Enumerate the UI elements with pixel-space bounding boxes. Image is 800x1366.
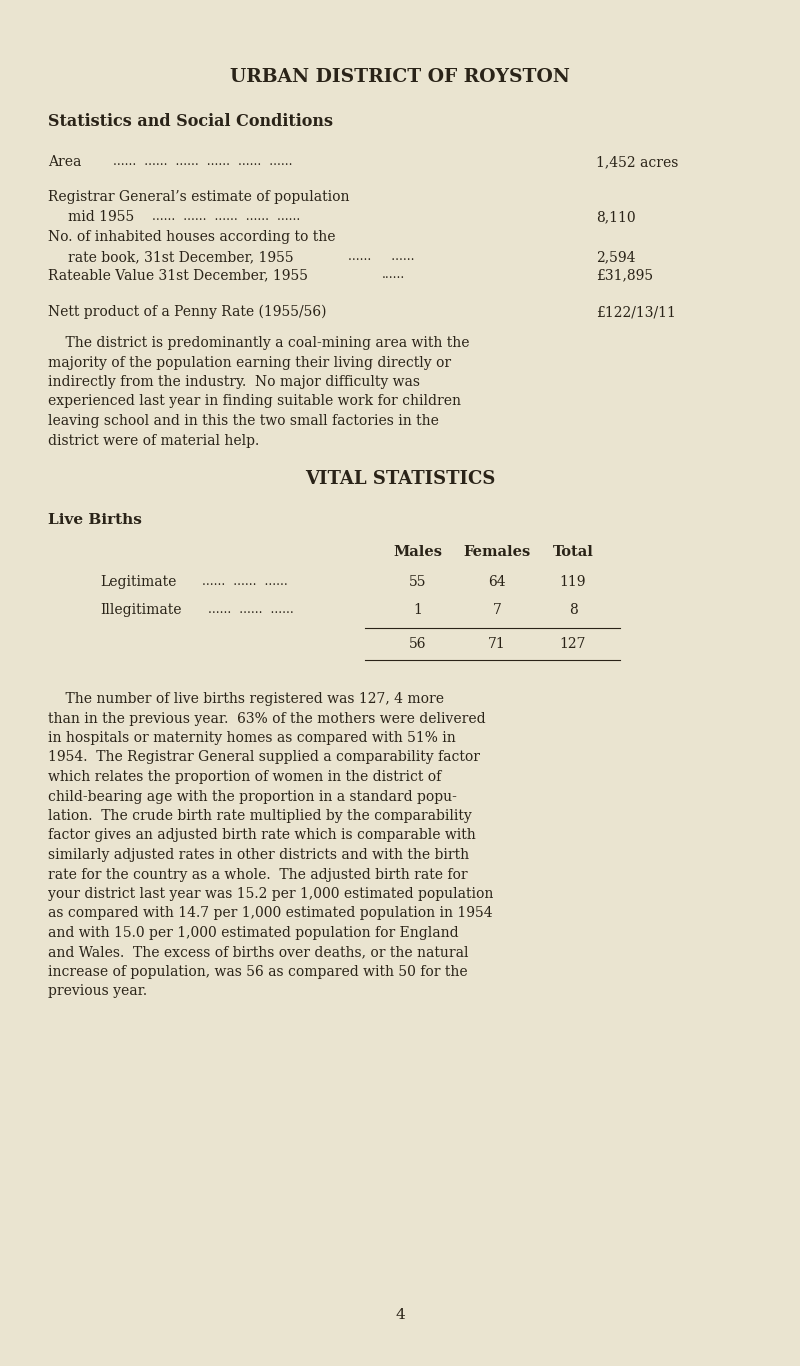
Text: Live Births: Live Births	[48, 514, 142, 527]
Text: ......     ......: ...... ......	[348, 250, 414, 264]
Text: previous year.: previous year.	[48, 985, 147, 999]
Text: ......  ......  ......: ...... ...... ......	[202, 575, 288, 587]
Text: 8,110: 8,110	[596, 210, 636, 224]
Text: Total: Total	[553, 545, 594, 559]
Text: Rateable Value 31st December, 1955: Rateable Value 31st December, 1955	[48, 268, 308, 281]
Text: Area: Area	[48, 154, 82, 169]
Text: 1,452 acres: 1,452 acres	[596, 154, 678, 169]
Text: VITAL STATISTICS: VITAL STATISTICS	[305, 470, 495, 488]
Text: 127: 127	[560, 637, 586, 652]
Text: ......: ......	[382, 268, 406, 281]
Text: 119: 119	[560, 575, 586, 589]
Text: Nett product of a Penny Rate (1955/56): Nett product of a Penny Rate (1955/56)	[48, 305, 326, 320]
Text: district were of material help.: district were of material help.	[48, 433, 259, 448]
Text: 8: 8	[569, 602, 578, 617]
Text: mid 1955: mid 1955	[68, 210, 134, 224]
Text: your district last year was 15.2 per 1,000 estimated population: your district last year was 15.2 per 1,0…	[48, 887, 494, 902]
Text: Illegitimate: Illegitimate	[100, 602, 182, 617]
Text: increase of population, was 56 as compared with 50 for the: increase of population, was 56 as compar…	[48, 964, 468, 979]
Text: The number of live births registered was 127, 4 more: The number of live births registered was…	[48, 693, 444, 706]
Text: 2,594: 2,594	[596, 250, 635, 264]
Text: £31,895: £31,895	[596, 268, 653, 281]
Text: Legitimate: Legitimate	[100, 575, 176, 589]
Text: 7: 7	[493, 602, 502, 617]
Text: The district is predominantly a coal-mining area with the: The district is predominantly a coal-min…	[48, 336, 470, 350]
Text: £122/13/11: £122/13/11	[596, 305, 676, 320]
Text: than in the previous year.  63% of the mothers were delivered: than in the previous year. 63% of the mo…	[48, 712, 486, 725]
Text: URBAN DISTRICT OF ROYSTON: URBAN DISTRICT OF ROYSTON	[230, 68, 570, 86]
Text: 1954.  The Registrar General supplied a comparability factor: 1954. The Registrar General supplied a c…	[48, 750, 480, 765]
Text: and with 15.0 per 1,000 estimated population for England: and with 15.0 per 1,000 estimated popula…	[48, 926, 458, 940]
Text: Females: Females	[463, 545, 530, 559]
Text: 64: 64	[488, 575, 506, 589]
Text: ......  ......  ......: ...... ...... ......	[208, 602, 294, 616]
Text: No. of inhabited houses according to the: No. of inhabited houses according to the	[48, 229, 335, 245]
Text: 56: 56	[410, 637, 426, 652]
Text: and Wales.  The excess of births over deaths, or the natural: and Wales. The excess of births over dea…	[48, 945, 469, 959]
Text: in hospitals or maternity homes as compared with 51% in: in hospitals or maternity homes as compa…	[48, 731, 456, 744]
Text: ......  ......  ......  ......  ......: ...... ...... ...... ...... ......	[152, 210, 300, 223]
Text: 1: 1	[414, 602, 422, 617]
Text: Statistics and Social Conditions: Statistics and Social Conditions	[48, 113, 333, 130]
Text: 55: 55	[410, 575, 426, 589]
Text: majority of the population earning their living directly or: majority of the population earning their…	[48, 355, 451, 369]
Text: Registrar General’s estimate of population: Registrar General’s estimate of populati…	[48, 190, 350, 204]
Text: ......  ......  ......  ......  ......  ......: ...... ...... ...... ...... ...... .....…	[113, 154, 293, 168]
Text: experienced last year in finding suitable work for children: experienced last year in finding suitabl…	[48, 395, 461, 408]
Text: 4: 4	[395, 1309, 405, 1322]
Text: Males: Males	[394, 545, 442, 559]
Text: factor gives an adjusted birth rate which is comparable with: factor gives an adjusted birth rate whic…	[48, 829, 476, 843]
Text: which relates the proportion of women in the district of: which relates the proportion of women in…	[48, 770, 442, 784]
Text: rate book, 31st December, 1955: rate book, 31st December, 1955	[68, 250, 294, 264]
Text: as compared with 14.7 per 1,000 estimated population in 1954: as compared with 14.7 per 1,000 estimate…	[48, 907, 493, 921]
Text: 71: 71	[488, 637, 506, 652]
Text: child-bearing age with the proportion in a standard popu-: child-bearing age with the proportion in…	[48, 790, 457, 803]
Text: indirectly from the industry.  No major difficulty was: indirectly from the industry. No major d…	[48, 376, 420, 389]
Text: leaving school and in this the two small factories in the: leaving school and in this the two small…	[48, 414, 439, 428]
Text: similarly adjusted rates in other districts and with the birth: similarly adjusted rates in other distri…	[48, 848, 469, 862]
Text: rate for the country as a whole.  The adjusted birth rate for: rate for the country as a whole. The adj…	[48, 867, 468, 881]
Text: lation.  The crude birth rate multiplied by the comparability: lation. The crude birth rate multiplied …	[48, 809, 472, 822]
